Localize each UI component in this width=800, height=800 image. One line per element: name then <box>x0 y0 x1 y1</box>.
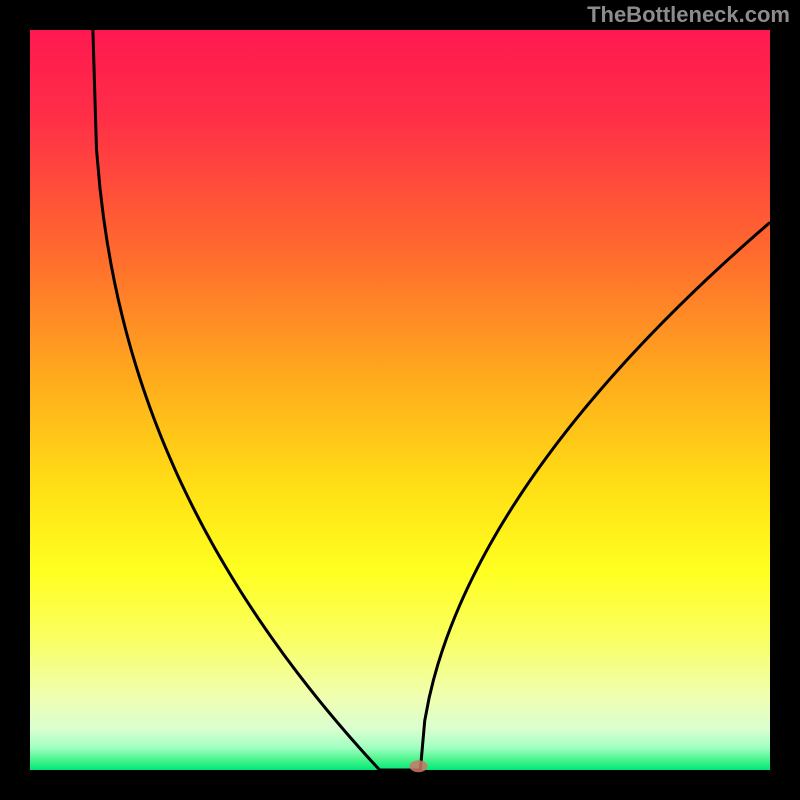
optimum-marker <box>410 760 428 772</box>
watermark-text: TheBottleneck.com <box>587 2 790 28</box>
chart-background-gradient <box>30 30 770 770</box>
bottleneck-chart <box>0 0 800 800</box>
